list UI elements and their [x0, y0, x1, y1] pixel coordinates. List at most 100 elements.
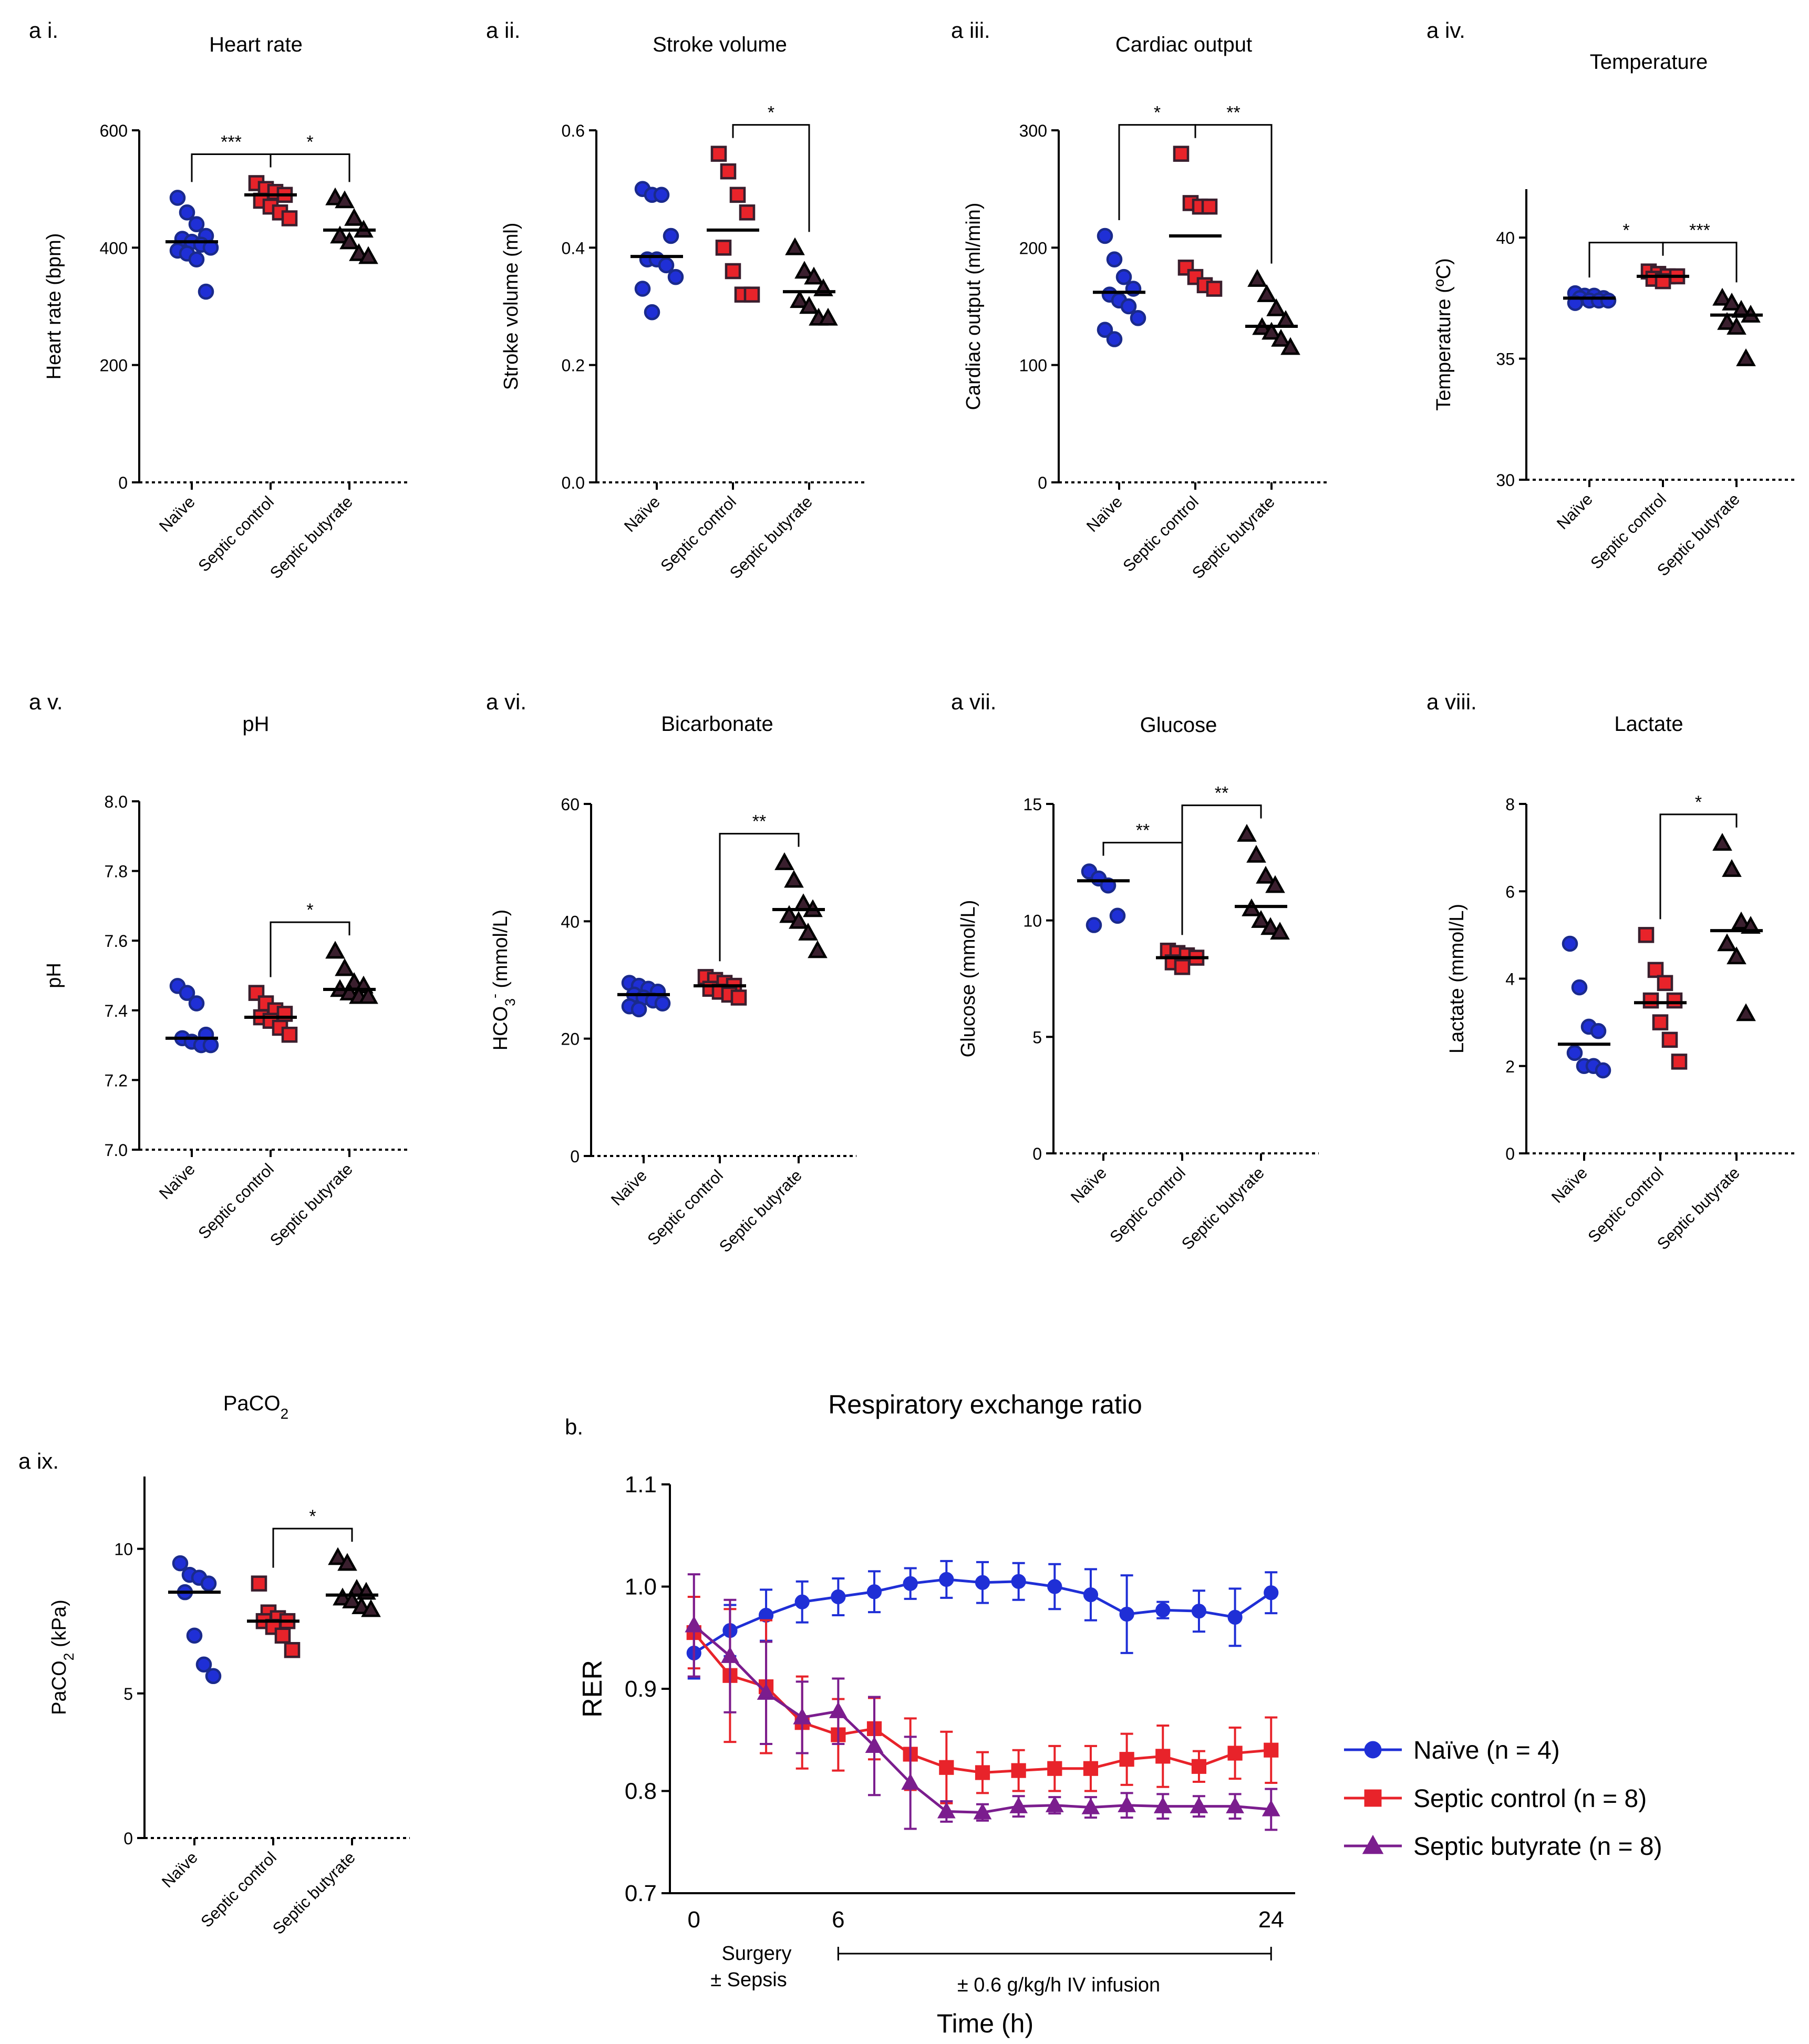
data-point [1047, 1579, 1062, 1594]
data-point [342, 1591, 362, 1608]
significance-bracket [1181, 804, 1262, 935]
data-point [720, 163, 737, 180]
infusion-annotation: ± 0.6 g/kg/h IV infusion [957, 1974, 1160, 1996]
data-point [667, 269, 684, 285]
y-axis-label: RER [577, 1660, 608, 1718]
y-tick-label: 0.4 [562, 239, 585, 257]
panel-label: a i. [29, 18, 58, 43]
data-point [1119, 1752, 1134, 1767]
y-tick-label: 1.1 [625, 1472, 657, 1498]
chart-title: pH [242, 713, 269, 736]
data-point [1109, 907, 1126, 924]
y-tick-label: 35 [1496, 350, 1515, 369]
scatter-panel-1: a i. Heart rate Heart rate (bpm) 0 200 400 600… [29, 18, 407, 582]
data-point [1155, 1749, 1171, 1764]
chart-title-part: PaCO [223, 1392, 281, 1415]
data-point [200, 1575, 217, 1592]
category-label: Naïve [1067, 1163, 1110, 1206]
data-point [1736, 348, 1756, 366]
y-axis-label-part: (kPa) [48, 1599, 70, 1653]
y-tick-label: 0.2 [562, 356, 585, 375]
significance-label: * [768, 103, 774, 123]
data-point [1666, 992, 1683, 1009]
data-point [1011, 1763, 1026, 1778]
data-point [1727, 317, 1746, 335]
y-tick-label: 8 [1505, 795, 1515, 814]
data-point [1130, 310, 1146, 326]
data-point [1671, 1054, 1688, 1070]
significance-label: * [1622, 221, 1629, 241]
data-point [1246, 844, 1266, 863]
data-point [654, 995, 671, 1011]
data-point [1226, 1797, 1244, 1813]
y-tick-label: 30 [1496, 471, 1515, 490]
category-label: Septic butyrate [716, 1166, 805, 1256]
data-point [195, 1656, 212, 1673]
legend: Naïve (n = 4) Septic control (n = 8) Septi… [1344, 1737, 1662, 1861]
significance-bracket [270, 153, 350, 182]
y-axis-label: Stroke volume (ml) [500, 223, 522, 390]
data-point [630, 1001, 647, 1018]
y-tick-label: 400 [100, 239, 128, 257]
data-point [730, 989, 747, 1006]
data-point [172, 1555, 189, 1572]
series-1 [686, 1560, 1279, 1680]
data-point [799, 296, 819, 314]
data-point [743, 286, 760, 303]
y-tick-label: 8.0 [105, 792, 128, 811]
data-point [1247, 269, 1267, 287]
y-tick-label: 7.4 [105, 1002, 128, 1020]
data-point [1661, 1031, 1678, 1048]
panel-label: b. [565, 1415, 583, 1439]
panel-label: a vii. [951, 689, 996, 714]
category-label: Naïve [156, 1160, 199, 1203]
significance-bracket [272, 1527, 353, 1568]
significance-label: *** [1689, 221, 1710, 241]
data-point [330, 225, 350, 244]
data-point [325, 941, 345, 959]
data-point [715, 240, 732, 256]
y-axis-label-part: HCO [490, 1006, 512, 1050]
data-point [725, 263, 741, 280]
category-label: Naïve [1548, 1163, 1591, 1206]
scatter-panel-7: a vii. Glucose Glucose (mmol/L) 0 5 10 15 Naïve… [951, 689, 1319, 1253]
data-point [1280, 337, 1300, 355]
legend-entry: Septic butyrate (n = 8) [1413, 1833, 1662, 1861]
significance-label: ** [1226, 103, 1240, 123]
rer-line-chart: b. Respiratory exchange ratio RER 0.7 0.8 0.9… [565, 1390, 1662, 2038]
data-point [1118, 1795, 1136, 1812]
y-tick-label: 7.0 [105, 1141, 128, 1160]
data-point [774, 852, 794, 870]
data-point [198, 283, 214, 300]
scatter-panel-2: a ii. Stroke volume Stroke volume (ml) 0.0 0… [486, 18, 867, 582]
y-axis-label: Cardiac output (ml/min) [963, 203, 985, 410]
category-label: Septic butyrate [1653, 1163, 1743, 1253]
y-tick-label: 0 [118, 473, 128, 492]
data-point [1190, 1797, 1208, 1813]
significance-label: ** [1215, 783, 1228, 803]
y-tick-label: 300 [1019, 121, 1047, 140]
scatter-panel-8: a viii. Lactate Lactate (mmol/L) 0 2 4 6 8 Naïve… [1426, 689, 1794, 1253]
data-point [866, 1584, 882, 1599]
legend-entry: Naïve (n = 4) [1413, 1737, 1560, 1764]
chart-title: PaCO2 [223, 1392, 289, 1422]
y-axis-label: Lactate (mmol/L) [1446, 904, 1468, 1054]
data-point [1717, 312, 1737, 330]
data-point [779, 905, 799, 923]
chart-title: Heart rate [209, 33, 303, 56]
chart-title: Stroke volume [653, 33, 787, 56]
data-point [1237, 823, 1257, 842]
y-tick-label: 2 [1505, 1057, 1515, 1076]
y-axis-label-part: 2 [61, 1653, 77, 1661]
data-point [1083, 1587, 1099, 1603]
category-label: Septic butyrate [269, 1848, 359, 1938]
legend-marker [1362, 1834, 1384, 1854]
y-tick-label: 60 [561, 795, 580, 814]
data-point [798, 923, 818, 941]
x-tick-label: 24 [1258, 1907, 1284, 1933]
data-point [721, 1646, 739, 1663]
data-point [710, 146, 727, 162]
data-point [865, 1736, 884, 1753]
data-point [658, 257, 675, 274]
